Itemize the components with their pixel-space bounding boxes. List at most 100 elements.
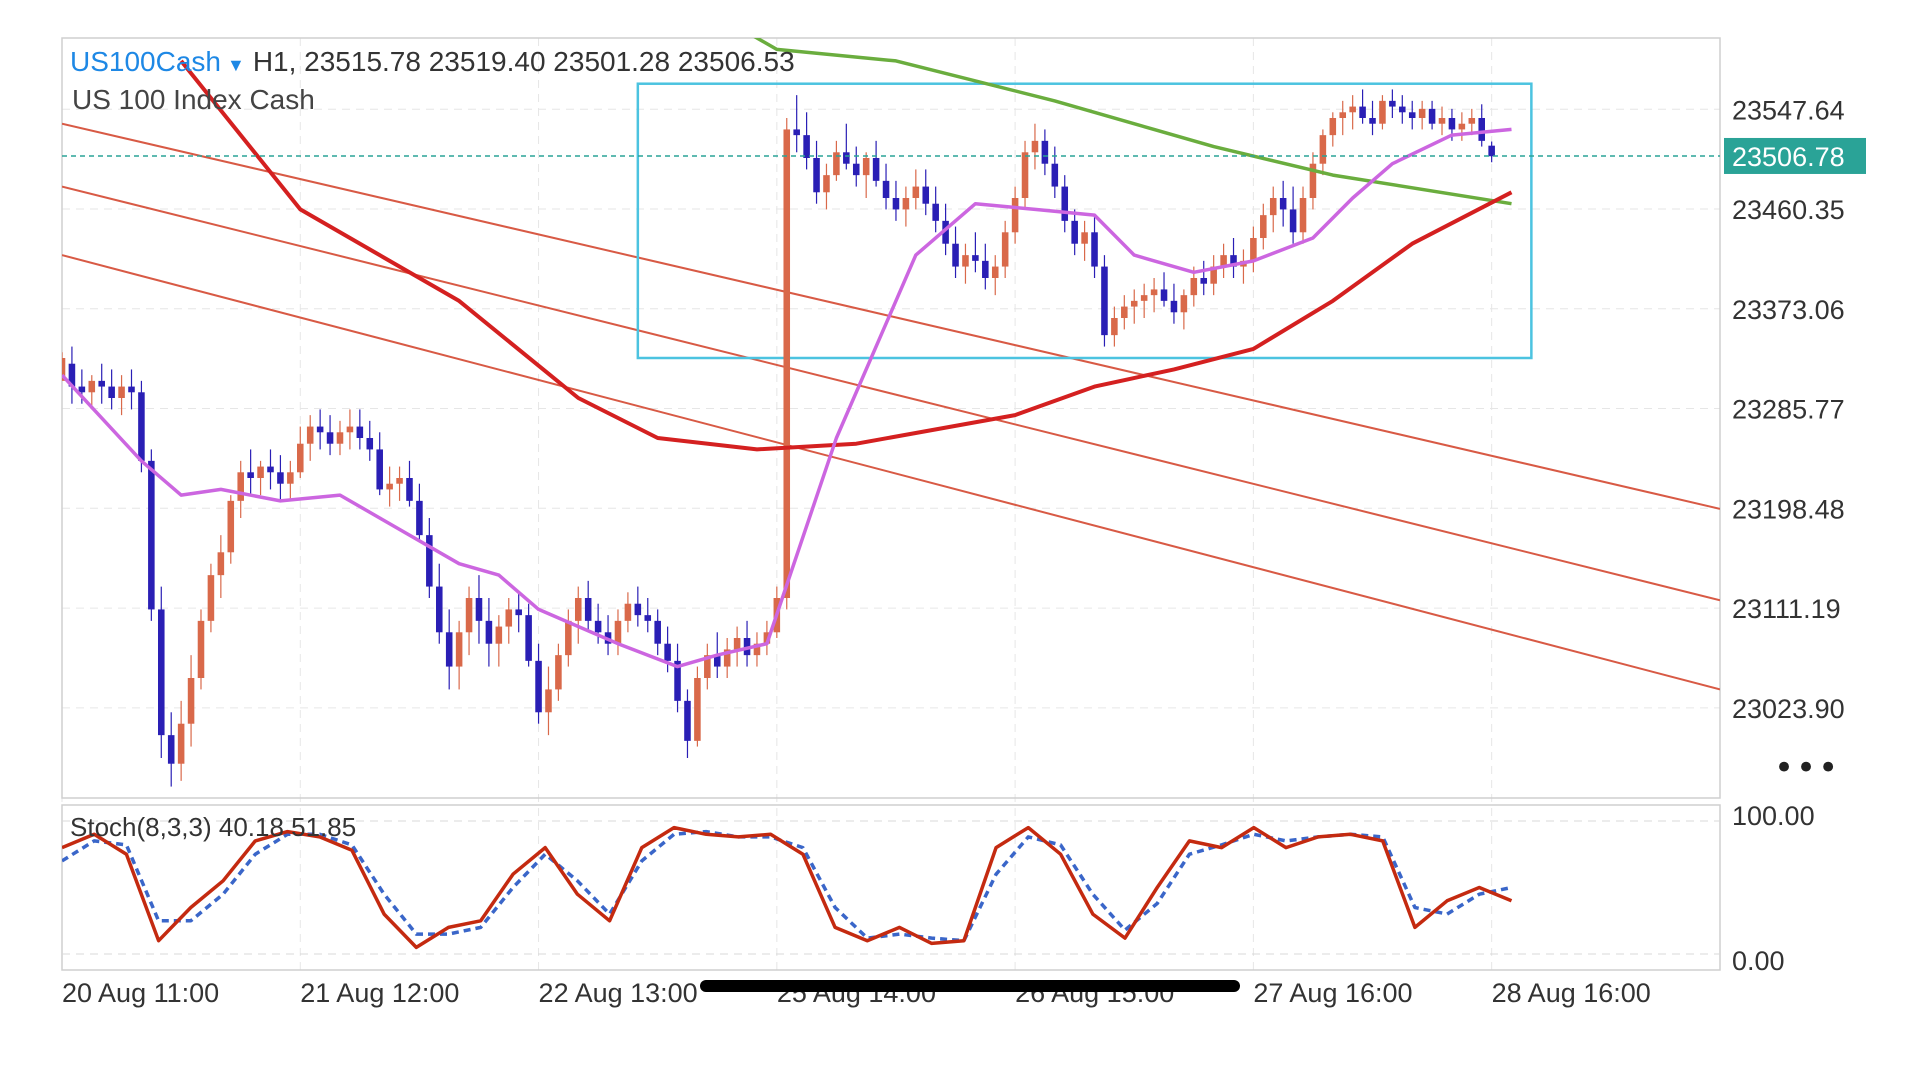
candle-body-83 [882, 180, 890, 198]
candle-body-75 [803, 135, 810, 158]
chart-frames [61, 37, 1721, 971]
candle-body-18 [237, 472, 244, 501]
candle-body-82 [872, 158, 880, 181]
stoch-d-line [62, 829, 1512, 943]
candle-body-99 [1041, 140, 1049, 164]
candle-body-23 [287, 472, 294, 484]
candle-body-78 [833, 152, 840, 176]
candle-body-64 [694, 678, 701, 741]
candle-body-71 [763, 632, 771, 644]
current-price-line: 23506.78 [62, 137, 1866, 174]
channel-line-2 [62, 254, 1720, 691]
candle-body-88 [932, 203, 939, 221]
candle-body-9 [148, 460, 155, 610]
stoch-tick-label-1: 0.00 [1732, 946, 1785, 976]
ma-red-line [179, 59, 1513, 452]
candle-body-143 [1478, 118, 1486, 141]
candle-body-7 [128, 386, 135, 393]
candle-body-142 [1468, 118, 1476, 124]
candle-body-122 [1269, 198, 1277, 216]
candlestick-series [62, 89, 1495, 787]
scroll-handle[interactable] [700, 980, 1240, 992]
candle-body-84 [892, 198, 900, 210]
candle-body-34 [396, 478, 403, 484]
candle-body-121 [1260, 215, 1267, 238]
candle-body-109 [1140, 295, 1148, 301]
candle-body-40 [455, 632, 463, 667]
candle-body-102 [1071, 220, 1078, 244]
candle-body-104 [1091, 232, 1098, 267]
candle-body-89 [942, 220, 949, 244]
candle-body-125 [1299, 198, 1307, 233]
price-tick-label-0: 23547.64 [1732, 95, 1845, 125]
range-rectangle [636, 82, 1533, 360]
candle-body-16 [217, 552, 225, 576]
candle-body-79 [843, 152, 850, 164]
candle-body-123 [1279, 198, 1287, 210]
candle-body-62 [674, 660, 681, 701]
candle-body-101 [1061, 186, 1069, 221]
ma-green-line [753, 38, 1512, 206]
candle-body-128 [1329, 118, 1337, 136]
main-pane-frame [61, 37, 1721, 799]
candle-body-81 [862, 158, 870, 176]
candle-body-96 [1011, 198, 1019, 233]
candle-body-60 [654, 620, 661, 644]
candle-body-5 [108, 386, 115, 398]
symbol-name[interactable]: US100Cash [70, 46, 221, 77]
candle-body-4 [98, 380, 105, 387]
candle-body-108 [1130, 300, 1138, 307]
candle-body-114 [1190, 278, 1198, 296]
date-tick-label-0: 20 Aug 11:00 [62, 978, 219, 1008]
candle-body-140 [1448, 118, 1456, 130]
candle-body-66 [713, 655, 721, 667]
more-options-button[interactable]: ••• [1774, 748, 1841, 788]
candle-body-58 [634, 603, 642, 616]
candle-body-28 [336, 432, 344, 444]
candle-body-3 [88, 380, 96, 393]
candle-body-127 [1319, 135, 1327, 164]
candle-body-93 [982, 260, 989, 278]
candle-body-12 [177, 723, 185, 764]
candle-body-17 [227, 500, 235, 553]
stoch-lines [62, 825, 1513, 950]
candle-body-87 [922, 186, 930, 204]
candle-body-80 [852, 163, 860, 176]
candle-body-97 [1021, 152, 1029, 198]
candle-body-110 [1150, 289, 1158, 296]
candle-body-106 [1111, 318, 1118, 336]
candle-body-8 [138, 392, 145, 461]
candle-body-138 [1428, 108, 1436, 124]
candle-body-105 [1101, 266, 1108, 336]
candle-body-63 [684, 700, 691, 741]
candle-body-29 [346, 426, 354, 433]
candle-body-13 [187, 678, 195, 724]
price-tick-label-6: 23023.90 [1732, 694, 1845, 724]
candle-body-116 [1210, 266, 1217, 284]
candle-body-133 [1379, 100, 1386, 124]
candle-body-73 [783, 129, 791, 598]
current-price-tag [1724, 137, 1866, 174]
candle-body-38 [435, 586, 443, 633]
candle-body-129 [1339, 112, 1347, 118]
candle-body-51 [565, 620, 572, 656]
candle-body-24 [296, 443, 304, 473]
candle-body-68 [733, 638, 741, 650]
caret-down-icon[interactable]: ▼ [226, 55, 245, 75]
candle-body-20 [257, 466, 264, 478]
candle-body-54 [594, 620, 602, 633]
candle-body-27 [326, 432, 334, 444]
candle-body-100 [1051, 163, 1059, 187]
stochastic-panel[interactable]: 100.00 0.00 [62, 801, 1815, 976]
channel-line-1 [62, 185, 1720, 602]
stochastic-label: Stoch(8,3,3) 40.18 51.85 [70, 812, 356, 842]
candle-body-0 [62, 358, 66, 381]
candle-body-15 [207, 575, 215, 621]
price-axis[interactable]: 23547.64 23460.35 23373.06 23285.77 23198.48… [1732, 95, 1845, 724]
price-tick-label-2: 23373.06 [1732, 295, 1845, 325]
candle-body-45 [505, 609, 513, 627]
candle-body-2 [78, 386, 86, 393]
candle-body-30 [356, 426, 364, 438]
candle-body-39 [445, 632, 453, 667]
